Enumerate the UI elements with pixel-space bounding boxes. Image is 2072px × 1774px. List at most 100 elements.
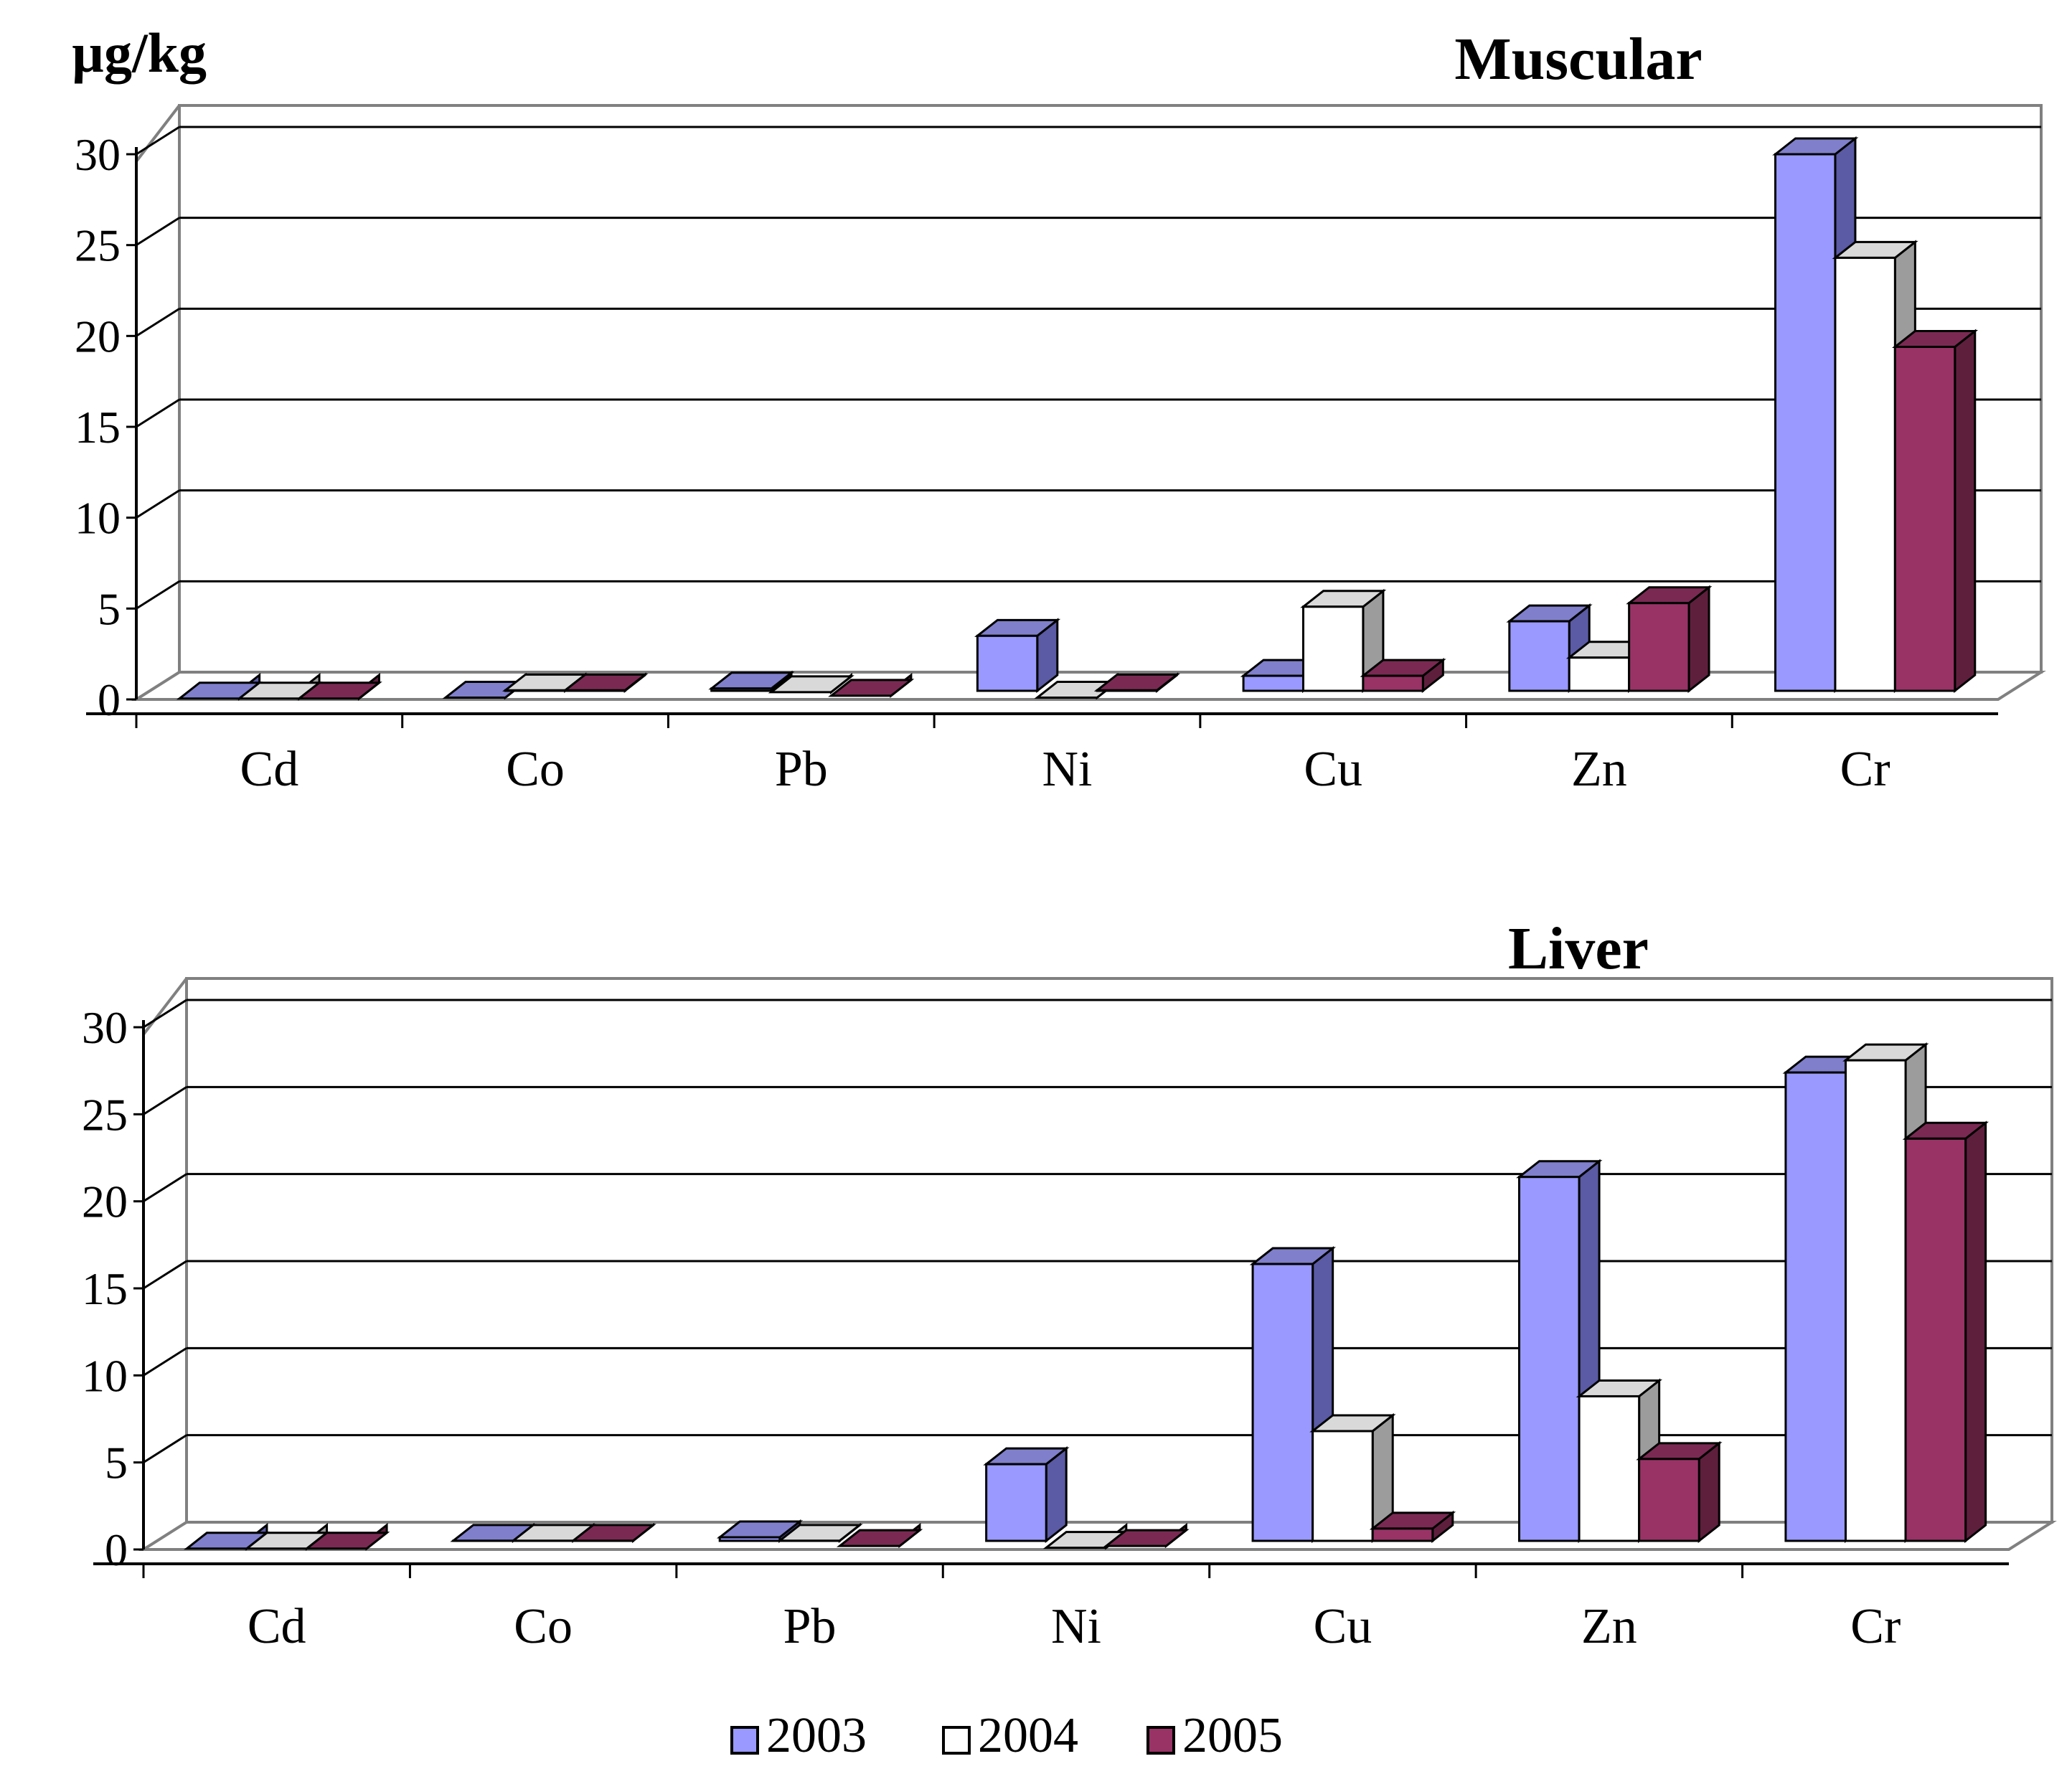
bar-top: [296, 681, 382, 700]
bar-front: [1834, 256, 1896, 692]
bar-front: [1362, 674, 1424, 692]
bar: [1576, 1378, 1662, 1544]
legend-swatch: [730, 1726, 759, 1755]
bar-front: [504, 689, 567, 692]
chart-muscular: 0 5 10 15 20 25 30 Cd Co Pb Ni Cu Zn Cr Muscular: [75, 26, 2046, 797]
legend-label: 2005: [1182, 1708, 1283, 1763]
bar-front: [1774, 153, 1837, 692]
x-tick-label: Zn: [1581, 1599, 1637, 1654]
y-tick-label: 20: [75, 311, 121, 362]
bar: [1506, 603, 1593, 694]
bar-front: [1518, 1176, 1581, 1542]
gridline-side: [136, 217, 180, 246]
gridline-side: [136, 489, 180, 519]
y-tick-label: 25: [75, 220, 121, 271]
x-tick-label: Cu: [1304, 742, 1362, 797]
bar: [296, 672, 382, 701]
bar-front: [1845, 1059, 1907, 1542]
bar-front: [710, 687, 773, 692]
bar: [236, 672, 323, 701]
back-wall: [178, 104, 2043, 674]
legend-item: 2004: [942, 1708, 1078, 1763]
side-wall-top-edge: [135, 104, 181, 163]
back-wall: [185, 977, 2053, 1524]
y-tick-label: 25: [82, 1089, 128, 1140]
bar: [1892, 329, 1979, 694]
gridline-side: [143, 1347, 187, 1377]
gridline-side: [136, 398, 180, 428]
legend-label: 2004: [978, 1708, 1078, 1763]
x-tick-label: Cu: [1314, 1599, 1372, 1654]
y-tick-label: 0: [105, 1524, 128, 1575]
bar-side: [1964, 1120, 1987, 1544]
y-tick-label: 15: [75, 402, 121, 453]
gridline-side: [143, 1434, 187, 1463]
bar: [303, 1522, 390, 1551]
bar: [1516, 1159, 1603, 1544]
bar: [562, 672, 649, 694]
bar: [768, 672, 854, 694]
bar-top: [768, 675, 854, 694]
side-wall-top-edge: [142, 977, 188, 1036]
bar-front: [1242, 674, 1305, 692]
legend-item: 2005: [1146, 1708, 1283, 1763]
x-tick-label: Cd: [248, 1599, 306, 1654]
gridline-side: [143, 999, 187, 1029]
bar: [1093, 672, 1180, 694]
bar: [974, 618, 1061, 694]
gridline-side: [136, 126, 180, 156]
x-tick-label: Cr: [1840, 742, 1890, 797]
bar: [570, 1522, 656, 1544]
bar-front: [1302, 605, 1365, 692]
gridline-side: [143, 1086, 187, 1115]
y-tick-label: 30: [75, 129, 121, 180]
bar-front: [718, 1536, 781, 1542]
bar-front: [985, 1463, 1047, 1542]
gridline-side: [136, 308, 180, 337]
x-tick-label: Cr: [1850, 1599, 1901, 1654]
bar-top: [837, 1529, 923, 1547]
bar-side: [1687, 585, 1710, 694]
legend-swatch: [1146, 1726, 1175, 1755]
chart-title: Muscular: [1454, 26, 1702, 93]
bar-front: [1578, 1395, 1641, 1542]
bar-top: [303, 1532, 390, 1550]
y-tick-label: 10: [82, 1350, 128, 1401]
y-tick-label: 30: [82, 1002, 128, 1053]
bar: [1360, 657, 1446, 694]
bar: [1636, 1440, 1723, 1544]
bar-front: [1568, 656, 1631, 692]
x-tick-label: Pb: [775, 742, 828, 797]
bar-front: [1893, 346, 1956, 692]
bar: [708, 670, 795, 694]
unit-label: µg/kg: [72, 22, 207, 84]
legend-label: 2003: [766, 1708, 867, 1763]
x-tick-label: Pb: [783, 1599, 837, 1654]
gridline-side: [136, 580, 180, 610]
x-tick-label: Cd: [240, 742, 299, 797]
x-tick-label: Ni: [1051, 1599, 1101, 1654]
y-tick-label: 20: [82, 1176, 128, 1227]
bar-front: [1251, 1263, 1314, 1542]
chart-liver: 0 5 10 15 20 25 30 Cd Co Pb Ni Cu Zn Cr Liver: [82, 915, 2057, 1654]
bar-front: [1628, 602, 1690, 692]
gridline-side: [143, 1173, 187, 1202]
y-tick-label: 15: [82, 1263, 128, 1314]
bar-front: [1371, 1527, 1434, 1542]
x-tick-label: Co: [514, 1599, 573, 1654]
bar: [1103, 1522, 1190, 1549]
legend: 2003 2004 2005: [730, 1708, 1283, 1763]
bar-front: [1784, 1071, 1847, 1542]
bar-front: [1904, 1137, 1967, 1542]
bar-front: [1638, 1458, 1700, 1542]
bar-front: [1508, 620, 1571, 692]
chart-title: Liver: [1508, 915, 1649, 982]
bar-front: [1312, 1430, 1374, 1542]
bar: [1626, 585, 1713, 694]
gridline-side: [143, 1260, 187, 1290]
bar-top: [1103, 1529, 1190, 1547]
bar: [776, 1522, 863, 1544]
x-tick-label: Ni: [1042, 742, 1093, 797]
bar-front: [976, 634, 1039, 692]
